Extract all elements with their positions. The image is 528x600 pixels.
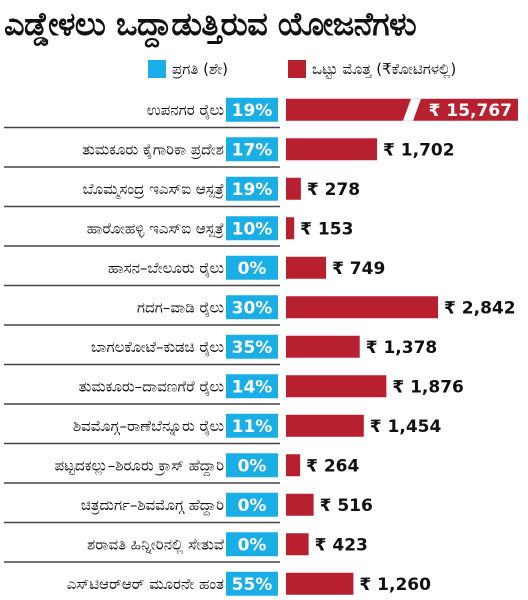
progress-value-3: 10% bbox=[232, 219, 273, 239]
cost-value-12: ₹ 1,260 bbox=[359, 575, 431, 595]
cost-value-8: ₹ 1,454 bbox=[370, 417, 442, 437]
progress-value-11: 0% bbox=[238, 535, 267, 555]
row-label-4: ಹಾಸನ–ಬೇಲೂರು ರೈಲು bbox=[108, 259, 224, 278]
progress-box-7 bbox=[226, 374, 278, 399]
cost-value-7: ₹ 1,876 bbox=[392, 377, 464, 397]
cost-value-3: ₹ 153 bbox=[300, 219, 353, 239]
row-label-12: ಎಸ್‌ಟಿಆರ್‌ಆರ್ ಮೂರನೇ ಹಂತ bbox=[67, 575, 224, 593]
progress-box-4 bbox=[226, 255, 278, 280]
legend-swatch-progress bbox=[148, 60, 166, 78]
progress-box-0 bbox=[226, 97, 278, 122]
progress-value-1: 17% bbox=[232, 140, 273, 160]
row-label-1: ತುಮಕೂರು ಕೈಗಾರಿಕಾ ಪ್ರದೇಶ bbox=[82, 140, 224, 159]
cost-value-11: ₹ 423 bbox=[315, 535, 368, 555]
cost-bar-2 bbox=[286, 177, 301, 200]
row-label-10: ಚಿತ್ರದುರ್ಗ–ಶಿವಮೊಗ್ಗ ಹೆದ್ದಾರಿ bbox=[81, 496, 224, 516]
cost-bar-11 bbox=[286, 533, 309, 556]
cost-bar-3 bbox=[286, 217, 295, 240]
progress-box-2 bbox=[226, 176, 278, 201]
progress-box-8 bbox=[226, 413, 278, 438]
cost-bar-4 bbox=[286, 256, 327, 279]
progress-value-4: 0% bbox=[238, 259, 267, 279]
row-label-8: ಶಿವಮೊಗ್ಗ–ರಾಣೆಬೆನ್ನೂರು ರೈಲು bbox=[73, 417, 224, 436]
legend-swatch-cost bbox=[288, 60, 306, 78]
cost-bar-6 bbox=[286, 335, 360, 358]
progress-value-10: 0% bbox=[238, 496, 267, 516]
axis-break-mark bbox=[403, 98, 421, 121]
cost-value-0: ₹ 15,767 bbox=[429, 101, 512, 121]
cost-bar-12 bbox=[286, 572, 354, 595]
cost-bar-10 bbox=[286, 493, 314, 516]
cost-value-10: ₹ 516 bbox=[320, 496, 373, 516]
legend-label-progress: ಪ್ರಗತಿ (ಶೇ) bbox=[172, 60, 228, 78]
cost-bar-9 bbox=[286, 454, 301, 477]
row-label-5: ಗದಗ–ವಾಡಿ ರೈಲು bbox=[137, 298, 224, 317]
progress-box-5 bbox=[226, 295, 278, 320]
progress-value-5: 30% bbox=[232, 298, 273, 318]
progress-value-2: 19% bbox=[232, 180, 273, 200]
progress-value-8: 11% bbox=[232, 417, 273, 437]
progress-box-6 bbox=[226, 334, 278, 359]
progress-box-11 bbox=[226, 532, 278, 557]
cost-bar-1 bbox=[286, 138, 378, 161]
progress-box-9 bbox=[226, 453, 278, 478]
cost-value-1: ₹ 1,702 bbox=[383, 140, 455, 160]
row-label-0: ಉಪನಗರ ರೈಲು bbox=[147, 101, 224, 120]
progress-box-12 bbox=[226, 571, 278, 596]
progress-box-3 bbox=[226, 216, 278, 241]
cost-value-9: ₹ 264 bbox=[306, 456, 359, 476]
progress-value-12: 55% bbox=[232, 575, 273, 595]
progress-box-1 bbox=[226, 137, 278, 162]
cost-bar-7 bbox=[286, 375, 387, 398]
progress-value-6: 35% bbox=[232, 338, 273, 358]
cost-bar-8 bbox=[286, 414, 364, 437]
cost-value-4: ₹ 749 bbox=[332, 259, 385, 279]
row-label-7: ತುಮಕೂರು–ದಾವಣಗೆರೆ ರೈಲು bbox=[79, 377, 225, 396]
progress-box-10 bbox=[226, 492, 278, 517]
row-label-3: ಹಾರೋಹಳ್ಳಿ ಇಎಸ್‌ಐ ಆಸ್ಪತ್ರೆ bbox=[87, 219, 224, 238]
progress-value-0: 19% bbox=[232, 101, 273, 121]
row-label-6: ಬಾಗಲಕೋಟೆ–ಕುಡಚಿ ರೈಲು bbox=[91, 338, 224, 357]
progress-value-9: 0% bbox=[238, 456, 267, 476]
cost-bar-5 bbox=[286, 296, 439, 319]
progress-value-7: 14% bbox=[232, 377, 273, 397]
row-label-9: ಪಟ್ಟದಕಲ್ಲು–ಶಿರೂರು ಕ್ರಾಸ್ ಹೆದ್ದಾರಿ bbox=[55, 456, 225, 476]
cost-value-2: ₹ 278 bbox=[307, 180, 360, 200]
legend-label-cost: ಒಟ್ಟು ಮೊತ್ತ (₹ಕೋಟಿಗಳಲ್ಲಿ) bbox=[312, 60, 457, 78]
cost-bar-0 bbox=[286, 98, 518, 121]
cost-value-5: ₹ 2,842 bbox=[444, 298, 516, 318]
chart-title: ಎಡ್ಡೇಳಲು ಒದ್ದಾಡುತ್ತಿರುವ ಯೋಜನೆಗಳು bbox=[4, 5, 417, 43]
row-label-2: ಬೊಮ್ಮಸಂದ್ರ ಇಎಸ್‌ಐ ಆಸ್ಪತ್ರೆ bbox=[83, 180, 224, 200]
cost-value-6: ₹ 1,378 bbox=[366, 338, 438, 358]
row-label-11: ಶರಾವತಿ ಹಿನ್ನೀರಿನಲ್ಲಿ ಸೇತುವೆ bbox=[87, 535, 224, 554]
